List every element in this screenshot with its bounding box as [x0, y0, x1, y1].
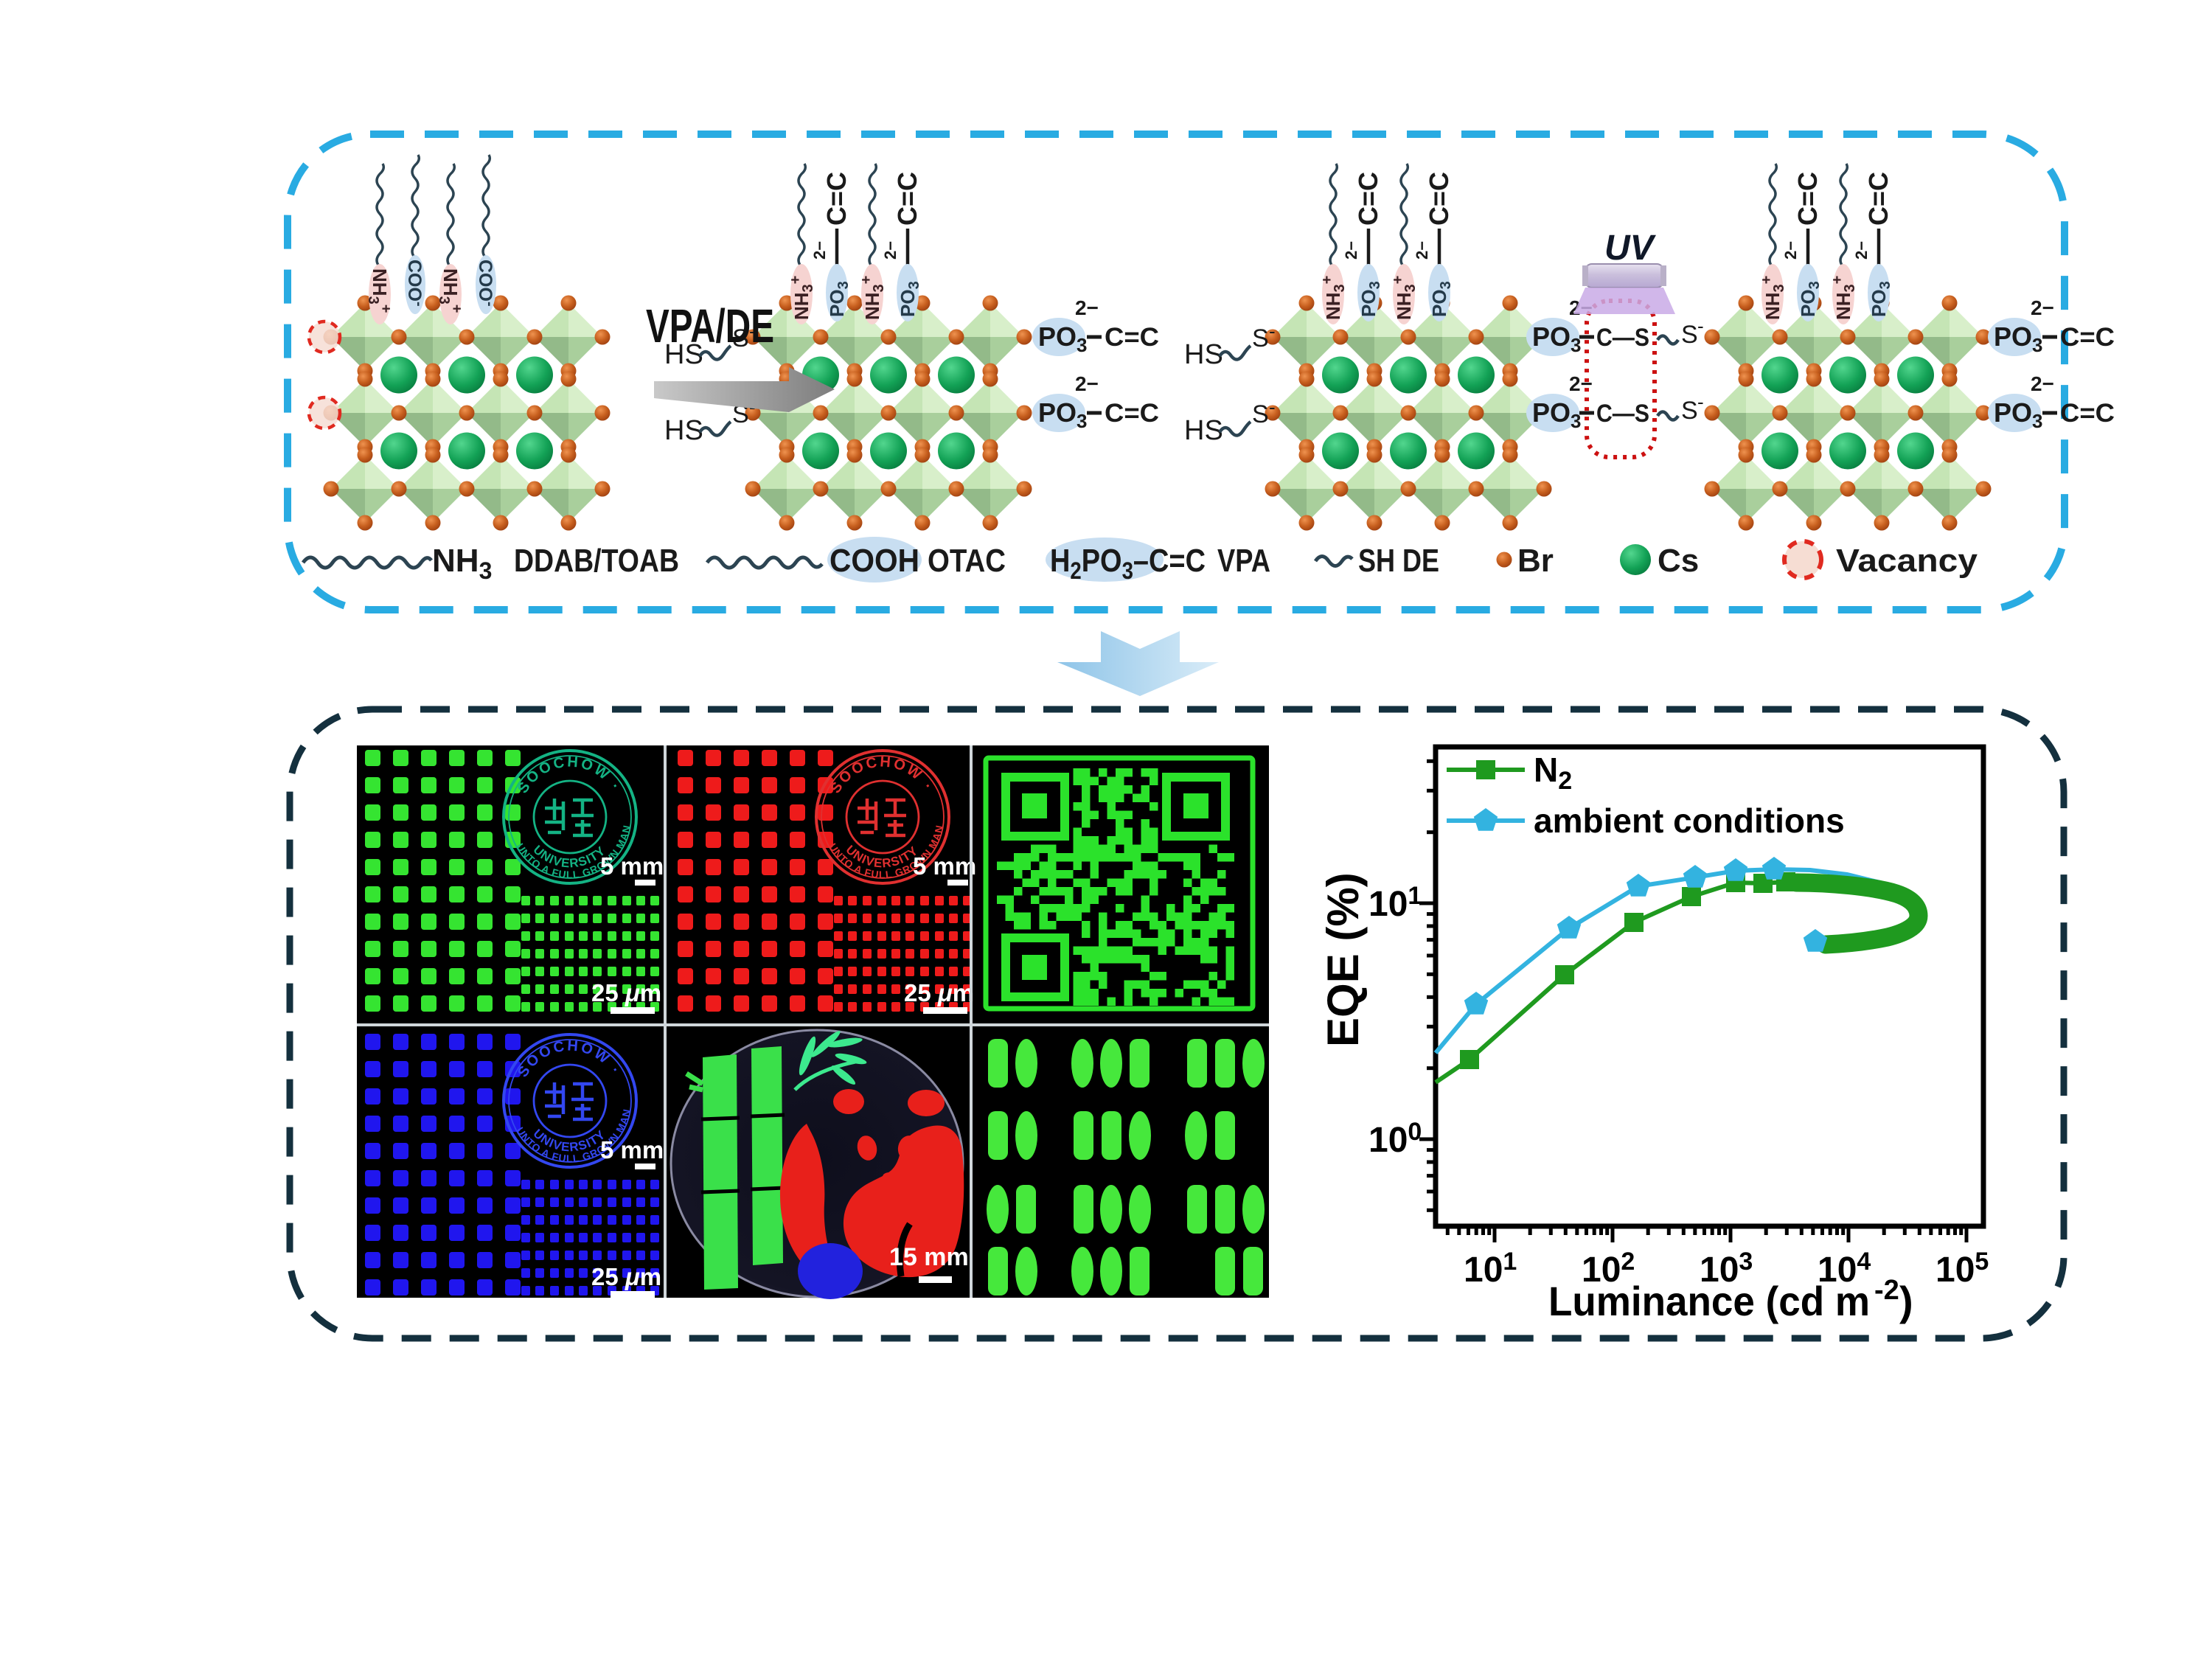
svg-text:Vacancy: Vacancy: [1836, 543, 1978, 579]
svg-text:15 mm: 15 mm: [889, 1243, 969, 1271]
svg-text:C=C: C=C: [2060, 323, 2115, 352]
svg-text:HS: HS: [1184, 415, 1223, 446]
svg-text:OTAC: OTAC: [928, 543, 1006, 579]
svg-text:Br: Br: [1517, 543, 1554, 579]
svg-text:C=C: C=C: [1863, 172, 1893, 226]
svg-text:2−: 2−: [881, 241, 900, 260]
svg-text:C—S: C—S: [1596, 324, 1649, 352]
svg-text:-: -: [749, 320, 756, 342]
svg-text:C=C: C=C: [1424, 172, 1454, 226]
svg-text:HS: HS: [1184, 339, 1223, 370]
svg-text:-2: -2: [1874, 1275, 1899, 1306]
svg-text:-: -: [1697, 315, 1704, 337]
svg-text:2−: 2−: [1075, 296, 1099, 319]
svg-text:25 μm: 25 μm: [591, 979, 661, 1006]
svg-text:): ): [1899, 1278, 1913, 1324]
svg-text:Luminance (cd m: Luminance (cd m: [1548, 1278, 1870, 1324]
svg-text:2−: 2−: [810, 241, 829, 260]
svg-text:C=C: C=C: [1105, 399, 1159, 428]
svg-text:2−: 2−: [1852, 241, 1871, 260]
svg-text:EQE (%): EQE (%): [1318, 872, 1368, 1047]
svg-text:S: S: [1252, 324, 1269, 352]
svg-text:5 mm: 5 mm: [913, 852, 976, 880]
svg-text:C=C: C=C: [2060, 399, 2115, 428]
svg-text:C=C: C=C: [821, 172, 852, 226]
svg-text:2−: 2−: [1781, 241, 1800, 260]
svg-text:S: S: [1681, 321, 1698, 349]
svg-text:NH3+: NH3+: [1759, 276, 1787, 320]
svg-text:NH3+: NH3+: [787, 276, 816, 320]
svg-text:25 μm: 25 μm: [591, 1263, 661, 1290]
svg-text:C=C: C=C: [1353, 172, 1383, 226]
svg-text:5 mm: 5 mm: [600, 1136, 664, 1164]
svg-text:2−: 2−: [1413, 241, 1431, 260]
svg-text:-: -: [1269, 320, 1276, 342]
svg-text:COOH: COOH: [830, 543, 919, 579]
svg-text:-: -: [1697, 391, 1704, 413]
svg-text:2−: 2−: [2031, 296, 2054, 319]
svg-text:VPA: VPA: [1217, 543, 1270, 579]
svg-text:5 mm: 5 mm: [600, 852, 664, 880]
svg-text:ambient conditions: ambient conditions: [1534, 801, 1845, 840]
svg-text:-: -: [1269, 396, 1276, 418]
svg-text:COO-: COO-: [475, 260, 498, 307]
svg-text:S: S: [732, 324, 749, 352]
svg-text:S: S: [1252, 400, 1269, 428]
svg-text:HS: HS: [664, 339, 703, 370]
svg-text:NH3: NH3: [432, 543, 492, 584]
svg-text:S: S: [1681, 397, 1698, 425]
svg-text:COO-: COO-: [404, 260, 427, 307]
svg-text:UV: UV: [1604, 229, 1657, 268]
svg-text:SH: SH: [1358, 543, 1395, 579]
svg-text:Cs: Cs: [1658, 543, 1699, 579]
svg-text:HS: HS: [664, 415, 703, 446]
svg-text:2−: 2−: [1569, 372, 1593, 395]
svg-text:25 μm: 25 μm: [904, 979, 974, 1006]
svg-text:2−: 2−: [1075, 372, 1099, 395]
svg-text:DE: DE: [1402, 543, 1439, 579]
svg-text:C=C: C=C: [1792, 172, 1823, 226]
svg-text:DDAB/TOAB: DDAB/TOAB: [514, 543, 679, 579]
svg-text:C=C: C=C: [1105, 323, 1159, 352]
svg-text:2−: 2−: [2031, 372, 2054, 395]
svg-text:C=C: C=C: [892, 172, 922, 226]
svg-text:C—S: C—S: [1596, 400, 1649, 428]
svg-text:PO3: PO3: [1038, 321, 1087, 356]
svg-text:2−: 2−: [1342, 241, 1360, 260]
svg-text:VPA/DE: VPA/DE: [646, 299, 774, 352]
